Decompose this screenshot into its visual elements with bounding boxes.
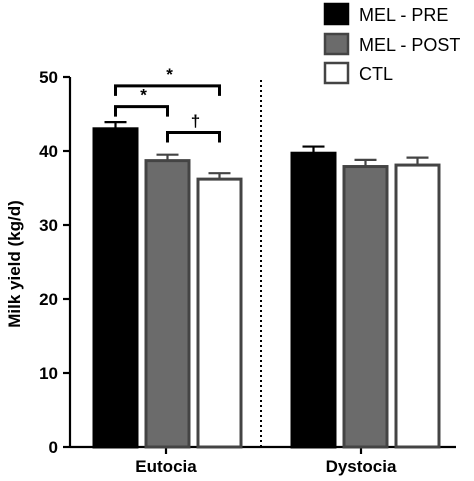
significance-label: † <box>191 112 200 131</box>
significance-brackets: * * † <box>114 65 221 143</box>
significance-bracket <box>166 131 221 143</box>
x-axis: Eutocia Dystocia <box>70 445 456 476</box>
bar <box>342 165 389 449</box>
y-tick-label: 30 <box>39 216 58 235</box>
bar <box>144 159 191 449</box>
y-tick-label: 0 <box>49 438 58 457</box>
y-tick-label: 50 <box>39 68 58 87</box>
x-category-label: Dystocia <box>326 457 397 476</box>
y-tick-label: 10 <box>39 364 58 383</box>
y-tick-label: 40 <box>39 142 58 161</box>
y-axis: 0 10 20 30 40 50 <box>39 68 72 457</box>
significance-bracket <box>114 105 169 117</box>
legend-swatch <box>323 2 350 26</box>
legend: MEL - PRE MEL - POST CTL <box>323 2 460 85</box>
plot-area <box>92 80 441 449</box>
legend-label: CTL <box>359 64 393 84</box>
y-axis-title: Milk yield (kg/d) <box>5 200 24 328</box>
bar <box>394 163 441 449</box>
bar <box>92 127 139 449</box>
legend-swatch <box>323 61 350 85</box>
bar <box>196 177 243 449</box>
y-tick-label: 20 <box>39 290 58 309</box>
bar <box>290 151 337 449</box>
x-category-label: Eutocia <box>135 457 197 476</box>
legend-label: MEL - POST <box>359 35 460 55</box>
significance-label: * <box>166 65 173 84</box>
significance-bracket <box>114 84 221 96</box>
legend-swatch <box>323 32 350 56</box>
significance-label: * <box>140 86 147 105</box>
legend-label: MEL - PRE <box>359 5 448 25</box>
